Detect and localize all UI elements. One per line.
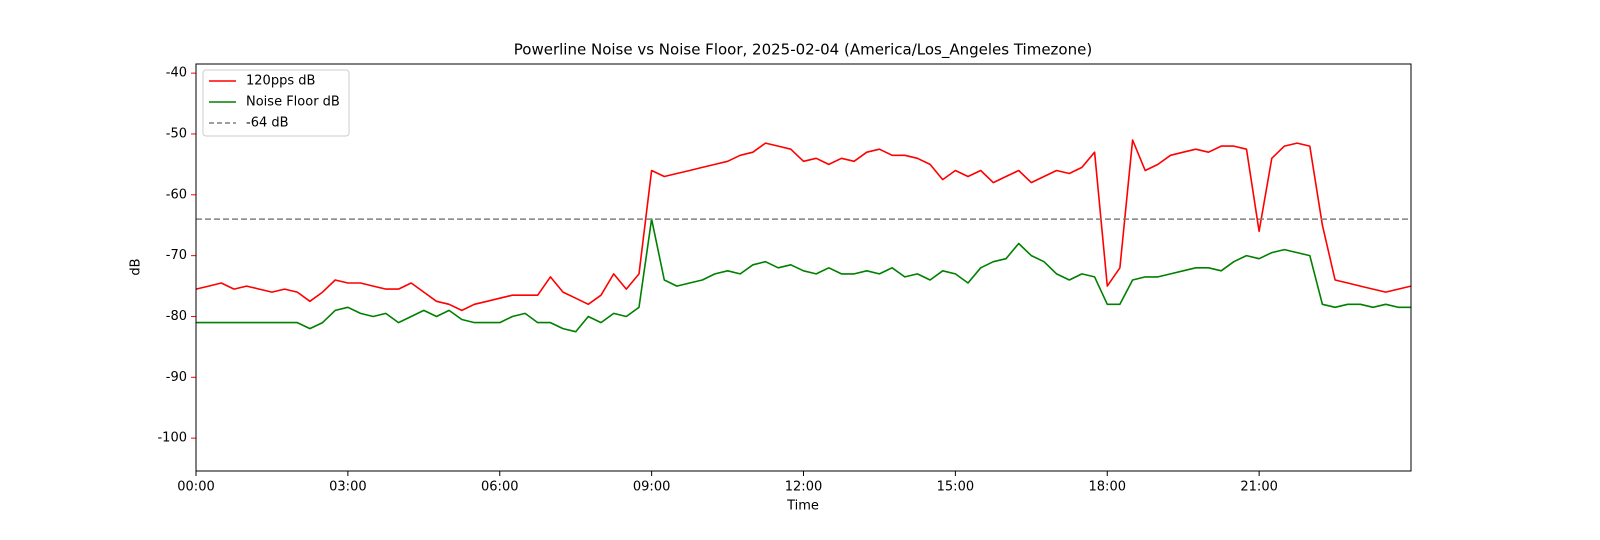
y-tick-label: -100 (157, 431, 187, 446)
x-tick-label: 18:00 (1089, 480, 1126, 495)
legend-box (202, 69, 350, 137)
x-tick-label: 21:00 (1240, 480, 1277, 495)
y-tick-label: -80 (166, 309, 187, 324)
y-tick-label: -70 (166, 248, 187, 263)
data-line (196, 218, 1411, 333)
y-tick-label: -90 (166, 370, 187, 385)
chart-title: Powerline Noise vs Noise Floor, 2025-02-… (514, 41, 1092, 60)
data-line (195, 139, 1412, 312)
x-tick-label: 12:00 (785, 480, 822, 495)
x-tick-label: 00:00 (177, 480, 214, 495)
x-tick-label: 03:00 (329, 480, 366, 495)
x-tick-label: 06:00 (481, 480, 518, 495)
y-tick-label: -40 (166, 66, 187, 81)
x-axis-label: Time (786, 499, 819, 514)
legend-label: 120pps dB (246, 74, 315, 89)
y-axis-label: dB (129, 258, 144, 275)
x-tick-label: 15:00 (937, 480, 974, 495)
legend-label: -64 dB (246, 116, 289, 131)
y-tick-label: -50 (166, 126, 187, 141)
x-tick-label: 09:00 (633, 480, 670, 495)
legend-label: Noise Floor dB (246, 95, 340, 110)
plot-frame (195, 63, 1412, 472)
y-tick-label: -60 (166, 187, 187, 202)
